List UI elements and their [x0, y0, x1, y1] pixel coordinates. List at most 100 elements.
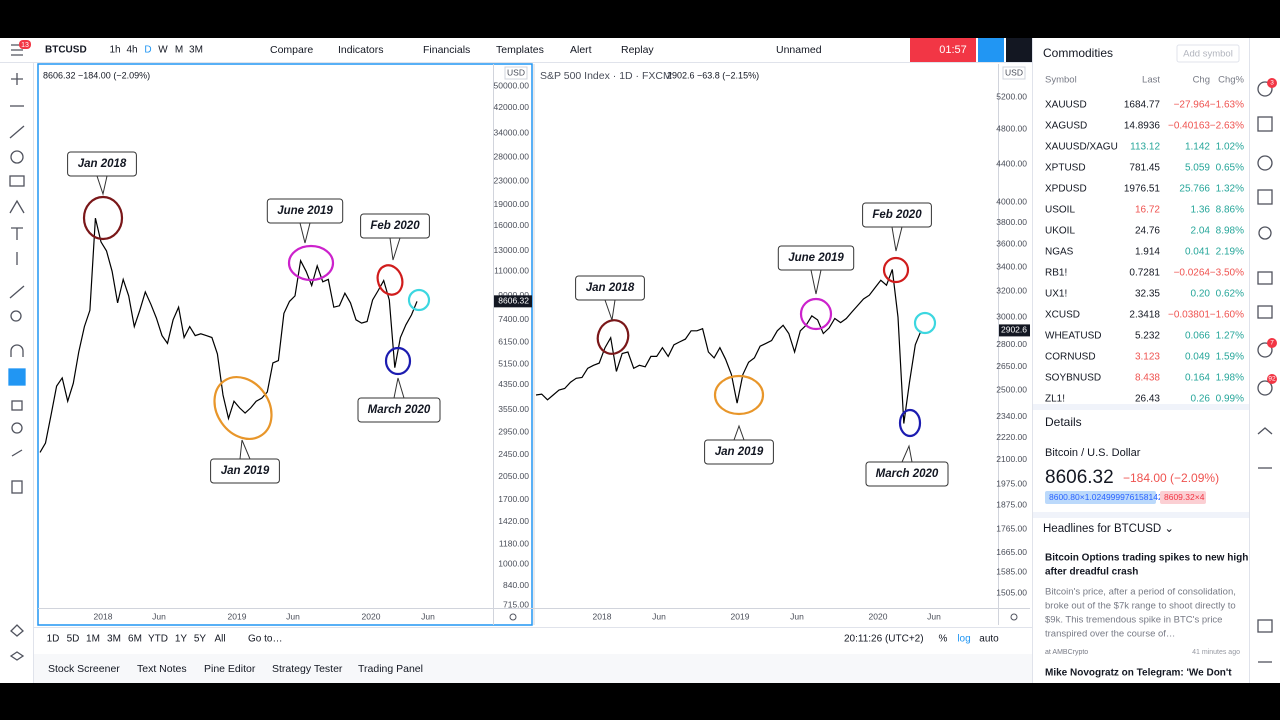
- auto-toggle[interactable]: auto: [979, 634, 999, 645]
- percent-toggle[interactable]: %: [939, 634, 948, 645]
- y-tick-label: 1975.00: [996, 479, 1027, 489]
- row-last: 26.43: [1135, 394, 1160, 405]
- row-symbol[interactable]: XAGUSD: [1045, 121, 1087, 132]
- annotation-ellipse: [407, 288, 431, 312]
- y-tick-label: 1000.00: [498, 559, 529, 569]
- range-button[interactable]: 5Y: [194, 634, 207, 645]
- row-chg-pct: −1.63%: [1210, 100, 1244, 111]
- last-price-tag: [494, 295, 532, 308]
- row-chg: 0.20: [1191, 289, 1211, 300]
- y-tick-label: 28000.00: [494, 151, 530, 161]
- range-button[interactable]: All: [214, 634, 225, 645]
- details-title: Details: [1045, 415, 1082, 429]
- range-button[interactable]: YTD: [148, 634, 168, 645]
- callout-box: [862, 202, 932, 228]
- y-tick-label: 2950.00: [498, 426, 529, 436]
- row-symbol[interactable]: WHEATUSD: [1045, 331, 1101, 342]
- y-tick-label: 2340.00: [996, 411, 1027, 421]
- toolbar-button[interactable]: Indicators: [338, 44, 384, 56]
- right-sidebar-icons[interactable]: [1257, 81, 1273, 663]
- bottom-tab[interactable]: Text Notes: [137, 663, 187, 675]
- row-symbol[interactable]: NGAS: [1045, 247, 1074, 258]
- y-tick-label: 2500.00: [996, 384, 1027, 394]
- row-last: 3.123: [1135, 352, 1160, 363]
- y-tick-label: 6150.00: [498, 337, 529, 347]
- toolbar-button[interactable]: Templates: [496, 44, 544, 56]
- row-last: 5.232: [1135, 331, 1160, 342]
- row-chg-pct: 8.98%: [1216, 226, 1244, 237]
- y-tick-label: 1505.00: [996, 587, 1027, 597]
- callout-box: [575, 275, 645, 301]
- row-chg-pct: 2.19%: [1216, 247, 1244, 258]
- range-button[interactable]: 3M: [107, 634, 121, 645]
- interval[interactable]: 1h: [109, 45, 120, 56]
- left-tools[interactable]: [8, 44, 26, 661]
- y-tick-label: 1700.00: [498, 494, 529, 504]
- fullscreen-button[interactable]: [1006, 38, 1032, 62]
- range-button[interactable]: 1D: [47, 634, 60, 645]
- currency: USD: [1005, 67, 1023, 77]
- row-symbol[interactable]: UKOIL: [1045, 226, 1075, 237]
- callout-label: Jan 2018: [586, 282, 635, 294]
- y-tick-label: 50000.00: [494, 81, 530, 91]
- interval[interactable]: W: [158, 45, 168, 56]
- interval[interactable]: M: [175, 45, 183, 56]
- x-tick-label: 2018: [593, 611, 612, 621]
- ask-bg: [1160, 491, 1206, 504]
- toolbar-button[interactable]: Alert: [570, 44, 592, 56]
- row-chg: −27.964: [1174, 100, 1211, 111]
- details-price: 8606.32: [1045, 467, 1114, 488]
- article-title[interactable]: Mike Novogratz on Telegram: 'We Don't: [1045, 668, 1232, 679]
- row-symbol[interactable]: XPTUSD: [1045, 163, 1086, 174]
- y-tick-label: 3000.00: [996, 311, 1027, 321]
- interval[interactable]: 3M: [189, 45, 203, 56]
- range-button[interactable]: 1Y: [175, 634, 188, 645]
- row-last: 113.12: [1130, 142, 1160, 153]
- details-change: −184.00 (−2.09%): [1123, 471, 1219, 485]
- callout-box: [360, 213, 430, 239]
- toolbar-button[interactable]: Compare: [270, 44, 313, 56]
- row-symbol[interactable]: XAUUSD: [1045, 100, 1087, 111]
- row-symbol[interactable]: USOIL: [1045, 205, 1075, 216]
- annotation-ellipse: [82, 195, 124, 241]
- row-symbol[interactable]: CORNUSD: [1045, 352, 1096, 363]
- range-button[interactable]: 5D: [67, 634, 80, 645]
- row-chg: −0.03801: [1168, 310, 1210, 321]
- mic-button[interactable]: [978, 38, 1004, 62]
- article-title[interactable]: Bitcoin Options trading spikes to new hi…: [1045, 553, 1248, 564]
- bottom-tab[interactable]: Strategy Tester: [272, 663, 343, 675]
- row-symbol[interactable]: SOYBNUSD: [1045, 373, 1101, 384]
- row-symbol[interactable]: XAUUSD/XAGU: [1045, 142, 1118, 153]
- annotation-ellipse: [799, 297, 833, 331]
- row-symbol[interactable]: XPDUSD: [1045, 184, 1087, 195]
- bottom-tab[interactable]: Trading Panel: [358, 663, 423, 675]
- toolbar-button[interactable]: Financials: [423, 44, 470, 56]
- layout-name[interactable]: Unnamed: [776, 44, 822, 56]
- row-symbol[interactable]: XCUSD: [1045, 310, 1080, 321]
- interval[interactable]: D: [144, 45, 151, 56]
- add-symbol[interactable]: Add symbol: [1183, 49, 1233, 60]
- toolbar-button[interactable]: Replay: [621, 44, 654, 56]
- timer-bg[interactable]: [910, 38, 976, 62]
- row-chg-pct: −1.60%: [1210, 310, 1244, 321]
- watchlist-title[interactable]: Commodities: [1043, 46, 1113, 60]
- interval[interactable]: 4h: [126, 45, 137, 56]
- callout-box: [67, 151, 137, 177]
- article-title[interactable]: after dreadful crash: [1045, 567, 1138, 578]
- row-symbol[interactable]: RB1!: [1045, 268, 1067, 279]
- row-chg-pct: 1.02%: [1216, 142, 1244, 153]
- row-last: 1.914: [1135, 247, 1160, 258]
- range-button[interactable]: 6M: [128, 634, 142, 645]
- callout-label: June 2019: [277, 205, 333, 217]
- bottom-tab[interactable]: Pine Editor: [204, 663, 256, 675]
- bottom-tab[interactable]: Stock Screener: [48, 663, 120, 675]
- goto[interactable]: Go to…: [248, 634, 282, 645]
- currency-box: [504, 66, 528, 80]
- annotation-ellipse: [596, 319, 630, 355]
- row-symbol[interactable]: ZL1!: [1045, 394, 1065, 405]
- row-symbol[interactable]: UX1!: [1045, 289, 1067, 300]
- range-button[interactable]: 1M: [86, 634, 100, 645]
- log-toggle[interactable]: log: [957, 634, 970, 645]
- headlines-title[interactable]: Headlines for BTCUSD ⌄: [1043, 523, 1174, 535]
- menu-badge-bg: [19, 40, 31, 49]
